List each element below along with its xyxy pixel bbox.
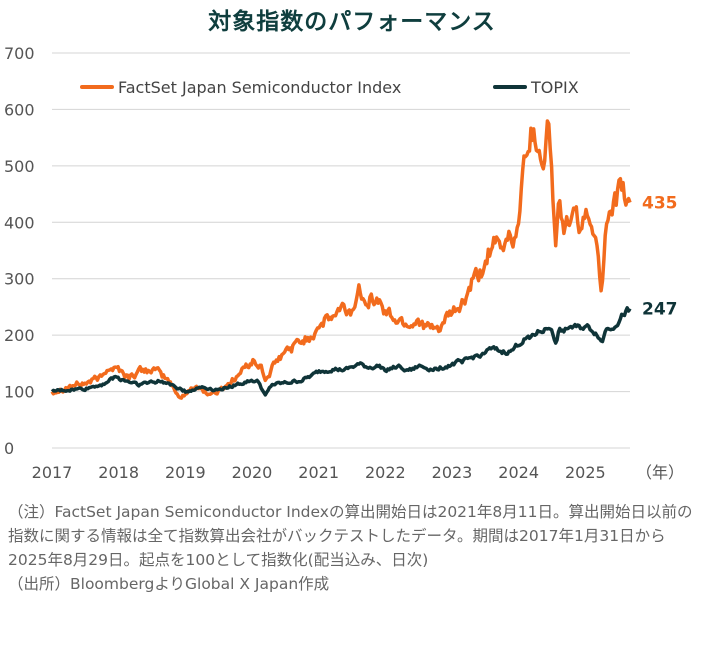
legend-label: TOPIX [530,78,579,97]
y-tick-label: 600 [4,100,35,119]
series-line-factset [50,119,632,400]
line-chart: 0 100 200 300 400 500 600 700 2017 2018 2019 2020 20… [4,44,684,482]
y-tick-label: 100 [4,383,35,402]
chart-title: 対象指数のパフォーマンス [208,9,496,35]
y-tick-label: 700 [4,44,35,63]
y-tick-label: 400 [4,213,35,232]
series-line-topix [50,306,632,397]
x-tick-label: 2021 [298,463,339,482]
source-text: （出所）BloombergよりGlobal X Japan作成 [8,575,330,593]
end-label-factset: 435 [642,194,678,214]
y-tick-label: 0 [4,439,14,458]
x-tick-label: 2024 [498,463,539,482]
legend-label: FactSet Japan Semiconductor Index [118,78,401,97]
x-tick-label: 2025 [565,463,606,482]
x-tick-label: 2023 [432,463,473,482]
note-text: （注）FactSet Japan Semiconductor Indexの算出開… [8,503,693,569]
y-tick-label: 200 [4,326,35,345]
x-tick-label: 2022 [365,463,406,482]
x-tick-label: 2017 [32,463,73,482]
end-label-topix: 247 [642,300,678,320]
y-tick-label: 500 [4,157,35,176]
x-tick-label: 2020 [232,463,273,482]
x-tick-label: 2019 [165,463,206,482]
chart-notes: （注）FactSet Japan Semiconductor Indexの算出開… [8,500,700,596]
x-tick-label: 2018 [98,463,139,482]
y-tick-label: 300 [4,270,35,289]
x-unit-label: （年） [636,463,684,482]
